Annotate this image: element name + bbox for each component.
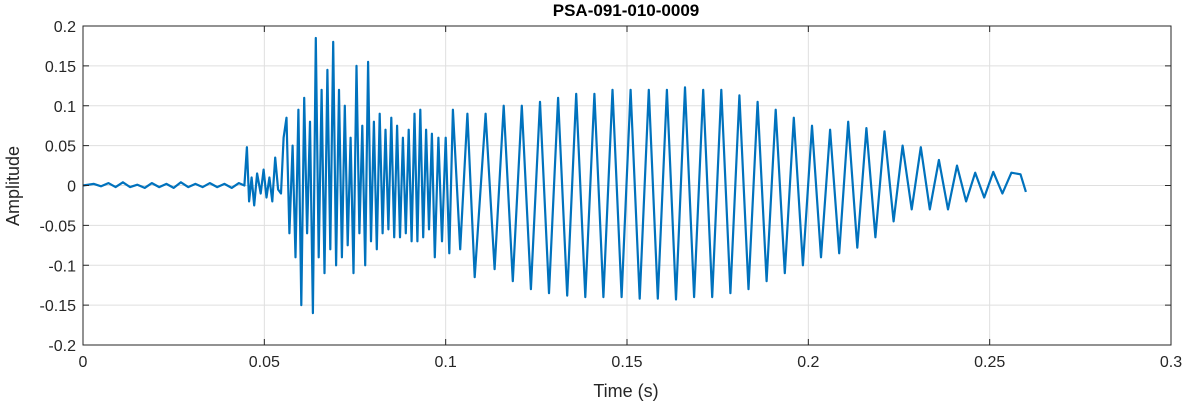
y-tick-label: 0.15 — [45, 59, 76, 76]
y-tick-label: -0.05 — [40, 218, 77, 235]
y-tick-label: 0.1 — [54, 99, 76, 116]
x-tick-label: 0.15 — [611, 354, 642, 371]
x-tick-label: 0.2 — [797, 354, 819, 371]
series-line-0 — [82, 36, 1027, 315]
y-tick-label: 0.05 — [45, 139, 76, 156]
x-axis-label: Time (s) — [593, 381, 658, 401]
chart-title: PSA-091-010-0009 — [553, 1, 699, 20]
axes — [82, 25, 1172, 346]
y-axis-label: Amplitude — [3, 146, 23, 226]
y-tick-label: 0.2 — [54, 19, 76, 36]
y-tick-label: 0 — [67, 179, 76, 196]
x-tick-label: 0.1 — [435, 354, 457, 371]
x-tick-label: 0.05 — [249, 354, 280, 371]
series-layer — [82, 36, 1027, 315]
y-tick-label: -0.1 — [48, 258, 76, 275]
y-tick-label: -0.2 — [48, 338, 76, 355]
tick-labels: 0 0.05 0.1 0.15 0.2 0.25 0.30.20.150.10.050-0.… — [40, 19, 1183, 371]
x-tick-label: 0.25 — [974, 354, 1005, 371]
x-tick-label: 0 — [79, 354, 88, 371]
x-tick-label: 0.3 — [1160, 354, 1182, 371]
y-tick-label: -0.15 — [40, 298, 77, 315]
